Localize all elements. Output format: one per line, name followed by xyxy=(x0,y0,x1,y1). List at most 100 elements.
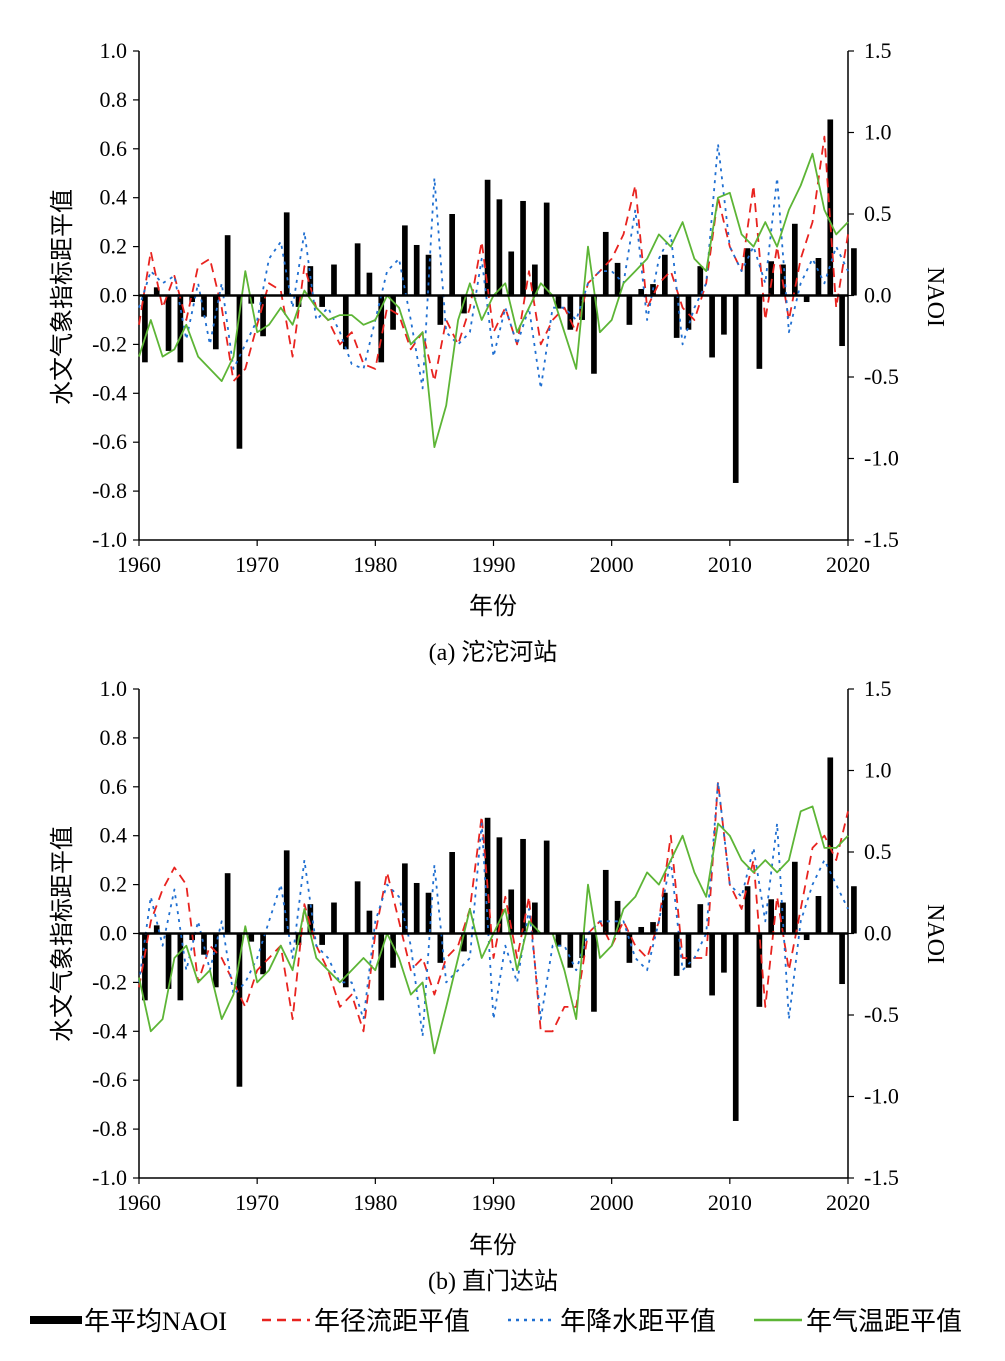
chart-panel-b: 水文气象指标距平值 NAOI 年份 (b) 直门达站 1.0 0.8 0.6 0.4 0… xyxy=(49,676,948,1295)
naoi-bar xyxy=(591,933,597,1012)
y2-tick-label: -0.5 xyxy=(864,364,899,389)
y-tick-label: 0.2 xyxy=(100,872,128,897)
y-tick-label: 0.0 xyxy=(100,921,128,946)
naoi-bar xyxy=(236,933,243,1087)
y2-tick-label: -1.5 xyxy=(864,527,899,552)
naoi-bar xyxy=(236,295,243,449)
naoi-bar xyxy=(496,837,503,934)
naoi-bar xyxy=(732,933,739,1121)
x-tick-label: 2020 xyxy=(826,1190,870,1215)
x-tick-label: 1970 xyxy=(235,1190,279,1215)
naoi-bar xyxy=(614,900,621,934)
series-line-dotted xyxy=(138,142,849,390)
naoi-bar xyxy=(650,922,656,934)
x-axis-title-b: 年份 xyxy=(469,1232,517,1259)
x-tick-label: 1970 xyxy=(235,552,279,577)
naoi-bar xyxy=(449,852,455,934)
naoi-bar xyxy=(142,933,148,1001)
naoi-bar xyxy=(827,757,834,934)
naoi-bar xyxy=(744,248,751,296)
naoi-bar xyxy=(425,892,432,934)
naoi-bar xyxy=(685,933,692,968)
y-tick-label: 0.2 xyxy=(100,234,128,259)
caption-b: (b) 直门达站 xyxy=(428,1268,558,1295)
naoi-bar xyxy=(662,892,668,934)
y-tick-label: -1.0 xyxy=(92,1165,127,1190)
naoi-bar xyxy=(402,863,408,934)
y-tick-label: 0.4 xyxy=(100,185,128,210)
naoi-bar xyxy=(815,896,822,934)
naoi-bar xyxy=(153,287,160,296)
y2-tick-label: 1.0 xyxy=(864,120,892,145)
naoi-bar xyxy=(626,295,633,325)
y-tick-label: 0.4 xyxy=(100,823,128,848)
naoi-bar xyxy=(567,933,574,968)
naoi-bar xyxy=(142,295,148,363)
y2-tick-label: 1.5 xyxy=(864,38,892,63)
naoi-bar xyxy=(165,933,172,989)
naoi-bar xyxy=(177,933,184,1001)
naoi-bar xyxy=(685,295,692,330)
series-line-dashed xyxy=(138,135,849,383)
y-tick-label: 0.8 xyxy=(100,87,128,112)
x-tick-label: 2000 xyxy=(590,1190,634,1215)
naoi-bar xyxy=(331,264,337,296)
naoi-bar xyxy=(839,933,845,985)
x-tick-label: 1960 xyxy=(117,1190,161,1215)
series-line-dashed xyxy=(138,781,849,1033)
naoi-bar xyxy=(437,933,444,963)
y-tick-label: 1.0 xyxy=(100,38,128,63)
naoi-bar xyxy=(697,904,704,934)
y-tick-label: -0.6 xyxy=(92,1067,127,1092)
x-tick-label: 1980 xyxy=(353,552,397,577)
naoi-bar xyxy=(283,212,290,296)
naoi-bar xyxy=(709,933,715,996)
legend-swatch-naoi xyxy=(30,1316,82,1324)
naoi-bar xyxy=(673,933,680,976)
naoi-bar xyxy=(532,902,538,934)
y-tick-label: -0.8 xyxy=(92,478,127,503)
naoi-bar xyxy=(555,933,562,947)
y2-axis-title-b: NAOI xyxy=(922,904,948,964)
naoi-bar xyxy=(295,295,302,307)
legend-label-temp: 年气温距平值 xyxy=(806,1307,962,1336)
y-tick-label: -0.2 xyxy=(92,331,127,356)
legend-label-naoi: 年平均NAOI xyxy=(84,1307,227,1336)
naoi-bar xyxy=(390,295,396,330)
naoi-bar xyxy=(815,258,822,296)
naoi-bar xyxy=(201,295,207,317)
naoi-bar xyxy=(331,902,337,934)
y-tick-label: -0.4 xyxy=(92,1018,127,1043)
naoi-bar xyxy=(614,262,621,296)
naoi-bar xyxy=(212,933,219,988)
y-tick-label: -1.0 xyxy=(92,527,127,552)
naoi-bar xyxy=(484,817,491,934)
y-tick-label: 1.0 xyxy=(100,676,128,701)
naoi-bar xyxy=(638,288,645,296)
y-tick-label: 0.6 xyxy=(100,136,128,161)
x-tick-label: 1960 xyxy=(117,552,161,577)
y-axis-title-b: 水文气象指标距平值 xyxy=(49,826,76,1042)
naoi-bar xyxy=(626,933,633,963)
naoi-bar xyxy=(673,295,680,338)
naoi-bar xyxy=(413,882,420,934)
naoi-bar xyxy=(709,295,715,358)
naoi-bar xyxy=(224,235,231,296)
naoi-bar xyxy=(402,225,408,296)
x-tick-label: 1990 xyxy=(472,552,516,577)
y2-tick-label: 1.0 xyxy=(864,758,892,783)
naoi-bar xyxy=(803,295,810,303)
naoi-bar xyxy=(260,295,266,337)
naoi-bar xyxy=(319,933,325,945)
y-tick-label: 0.6 xyxy=(100,774,128,799)
naoi-bar xyxy=(768,261,775,296)
naoi-bar xyxy=(153,925,160,934)
naoi-bar xyxy=(496,199,503,296)
naoi-bar xyxy=(543,202,550,296)
naoi-bar xyxy=(260,933,266,975)
naoi-bar xyxy=(768,899,775,934)
naoi-bar xyxy=(555,295,562,309)
y2-tick-label: -0.5 xyxy=(864,1002,899,1027)
y2-tick-label: 1.5 xyxy=(864,676,892,701)
naoi-bar xyxy=(342,295,349,350)
